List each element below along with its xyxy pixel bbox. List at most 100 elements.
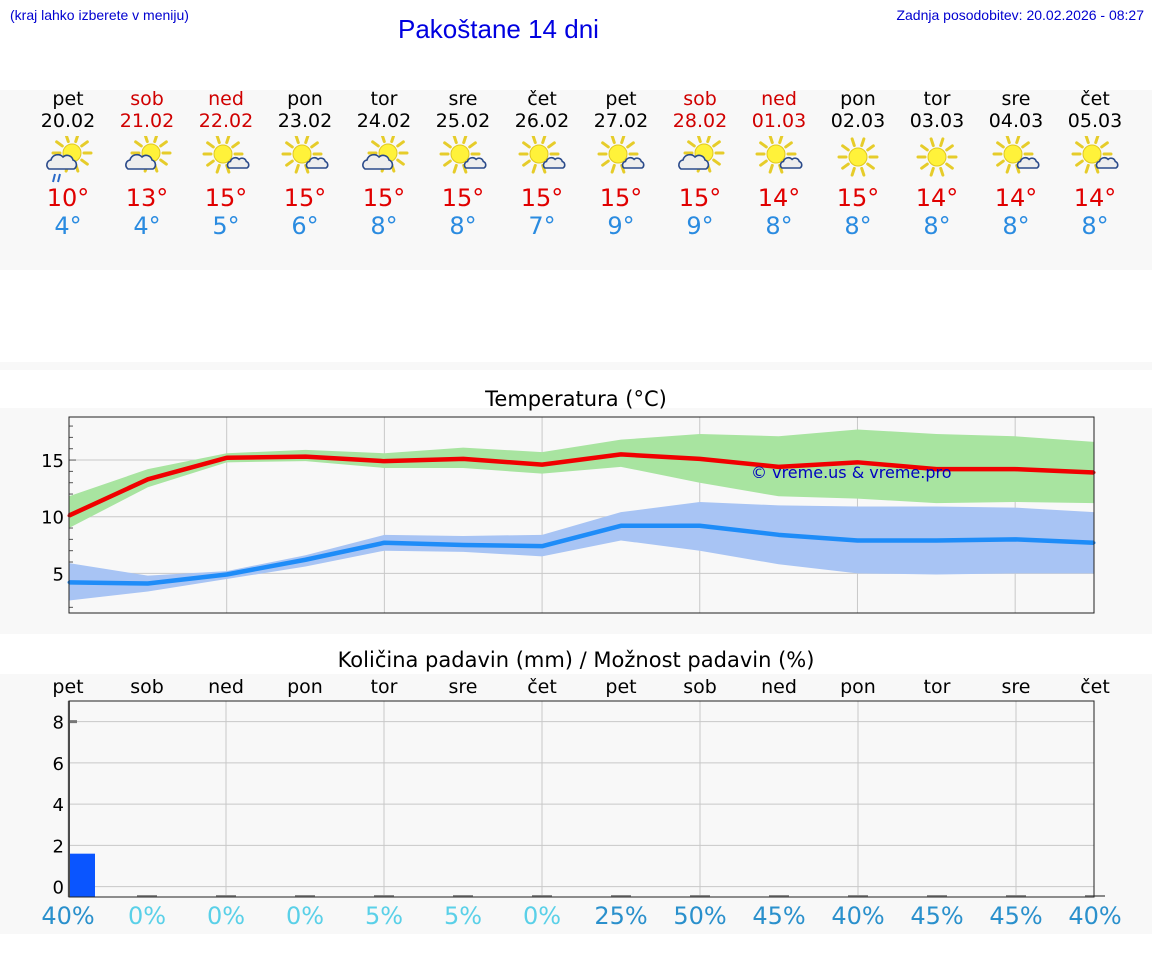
y-tick-label: 4 xyxy=(53,795,64,816)
plot-area xyxy=(69,701,1094,897)
precipitation-day-label: ned xyxy=(761,676,797,698)
sun-icon xyxy=(683,136,725,173)
sun-icon xyxy=(281,136,323,174)
precipitation-day-label: sre xyxy=(1002,676,1031,698)
min-temperature: 8° xyxy=(923,212,951,240)
precipitation-probability: 40% xyxy=(831,902,885,930)
plot-border xyxy=(68,700,1095,898)
min-temperature: 5° xyxy=(212,212,240,240)
max-temperature-point xyxy=(146,477,150,481)
sun-small-cloud-icon xyxy=(518,136,566,174)
min-temperature-point xyxy=(855,538,859,542)
precipitation-bar xyxy=(295,895,315,897)
max-temperature-point xyxy=(698,457,702,461)
max-temperature-point xyxy=(382,459,386,463)
location-menu-hint: (kraj lahko izberete v meniju) xyxy=(10,7,189,23)
max-temperature: 10° xyxy=(46,184,90,212)
temperature-chart-title: Temperatura (°C) xyxy=(485,387,667,411)
max-temperature: 15° xyxy=(204,184,248,212)
min-temperature-point xyxy=(146,582,150,586)
page-title: Pakoštane 14 dni xyxy=(398,14,599,44)
day-column: tor 03.03 14° 8° xyxy=(897,88,977,240)
cloud-icon xyxy=(1016,156,1040,169)
y-tick-label: 0 xyxy=(53,878,64,899)
day-date: 04.03 xyxy=(988,110,1044,132)
precipitation-bar xyxy=(690,895,710,897)
precipitation-bar xyxy=(1085,895,1105,897)
day-name: pet xyxy=(52,88,84,110)
day-column: ned 01.03 14° 8° xyxy=(739,88,819,240)
precipitation-chart-title: Količina padavin (mm) / Možnost padavin … xyxy=(337,648,815,672)
max-temperature: 15° xyxy=(836,184,880,212)
day-column: ned 22.02 15° 5° xyxy=(186,88,266,240)
precipitation-day-label: ned xyxy=(208,676,244,698)
sun-small-cloud-icon xyxy=(755,136,803,174)
precipitation-bar xyxy=(70,853,95,897)
day-name: pon xyxy=(840,88,876,110)
precipitation-day-label: pet xyxy=(605,676,636,698)
min-temperature-point xyxy=(225,572,229,576)
precipitation-probability: 0% xyxy=(522,902,562,930)
precipitation-bar xyxy=(927,895,947,897)
cloud-icon xyxy=(542,156,566,169)
day-date: 01.03 xyxy=(751,110,807,132)
sun-small-cloud-icon xyxy=(439,136,487,174)
max-temperature-point xyxy=(619,452,623,456)
sun-icon xyxy=(837,137,879,177)
day-column: pet 20.02 10° 4° xyxy=(28,88,108,240)
max-temperature: 14° xyxy=(757,184,801,212)
precipitation-probability: 0% xyxy=(206,902,246,930)
precipitation-day-label: pon xyxy=(840,676,876,698)
day-column: pon 02.03 15° 8° xyxy=(818,88,898,240)
section-divider xyxy=(0,362,1152,370)
day-name: sob xyxy=(683,88,717,110)
sun-icon xyxy=(837,137,879,177)
precipitation-probability: 45% xyxy=(752,902,806,930)
sun-icon xyxy=(202,136,244,174)
precipitation-day-label: čet xyxy=(1080,676,1110,698)
max-temperature-point xyxy=(225,456,229,460)
day-date: 24.02 xyxy=(356,110,412,132)
precipitation-probability: 5% xyxy=(364,902,404,930)
day-column: pet 27.02 15° 9° xyxy=(581,88,661,240)
sun-small-cloud-icon xyxy=(1071,136,1119,174)
day-column: sre 04.03 14° 8° xyxy=(976,88,1056,240)
day-name: ned xyxy=(208,88,244,110)
day-date: 27.02 xyxy=(593,110,649,132)
min-temperature-point xyxy=(461,543,465,547)
max-temperature: 15° xyxy=(362,184,406,212)
max-temperature: 15° xyxy=(441,184,485,212)
precipitation-bar xyxy=(374,895,394,897)
sun-cloud-icon xyxy=(125,136,172,173)
min-temperature: 6° xyxy=(291,212,319,240)
min-temperature: 7° xyxy=(528,212,556,240)
min-temperature: 8° xyxy=(370,212,398,240)
precipitation-day-label: tor xyxy=(924,676,951,698)
rain-drops-icon xyxy=(52,173,61,183)
cloud-icon xyxy=(621,156,645,169)
cloud-icon xyxy=(305,156,329,169)
min-temperature: 8° xyxy=(1081,212,1109,240)
precipitation-probability: 45% xyxy=(910,902,964,930)
sun-icon xyxy=(518,136,560,174)
day-column: pon 23.02 15° 6° xyxy=(265,88,345,240)
max-temperature: 15° xyxy=(520,184,564,212)
sun-icon xyxy=(916,137,958,177)
day-column: sob 21.02 13° 4° xyxy=(107,88,187,240)
day-date: 26.02 xyxy=(514,110,570,132)
sun-small-cloud-icon xyxy=(202,136,250,174)
day-date: 05.03 xyxy=(1067,110,1123,132)
precipitation-chart: pet sob ned pon tor sre čet pet sob ned pon tor sre č… xyxy=(52,676,1110,899)
min-temperature-point xyxy=(619,524,623,528)
day-column: čet 26.02 15° 7° xyxy=(502,88,582,240)
min-temperature: 8° xyxy=(1002,212,1030,240)
min-temperature: 4° xyxy=(133,212,161,240)
day-column: sob 28.02 15° 9° xyxy=(660,88,740,240)
precipitation-day-label: tor xyxy=(371,676,398,698)
last-updated: Zadnja posodobitev: 20.02.2026 - 08:27 xyxy=(896,7,1144,23)
max-temperature: 15° xyxy=(283,184,327,212)
min-temperature: 8° xyxy=(844,212,872,240)
max-temperature: 14° xyxy=(915,184,959,212)
min-temperature: 9° xyxy=(607,212,635,240)
min-temperature-point xyxy=(540,544,544,548)
